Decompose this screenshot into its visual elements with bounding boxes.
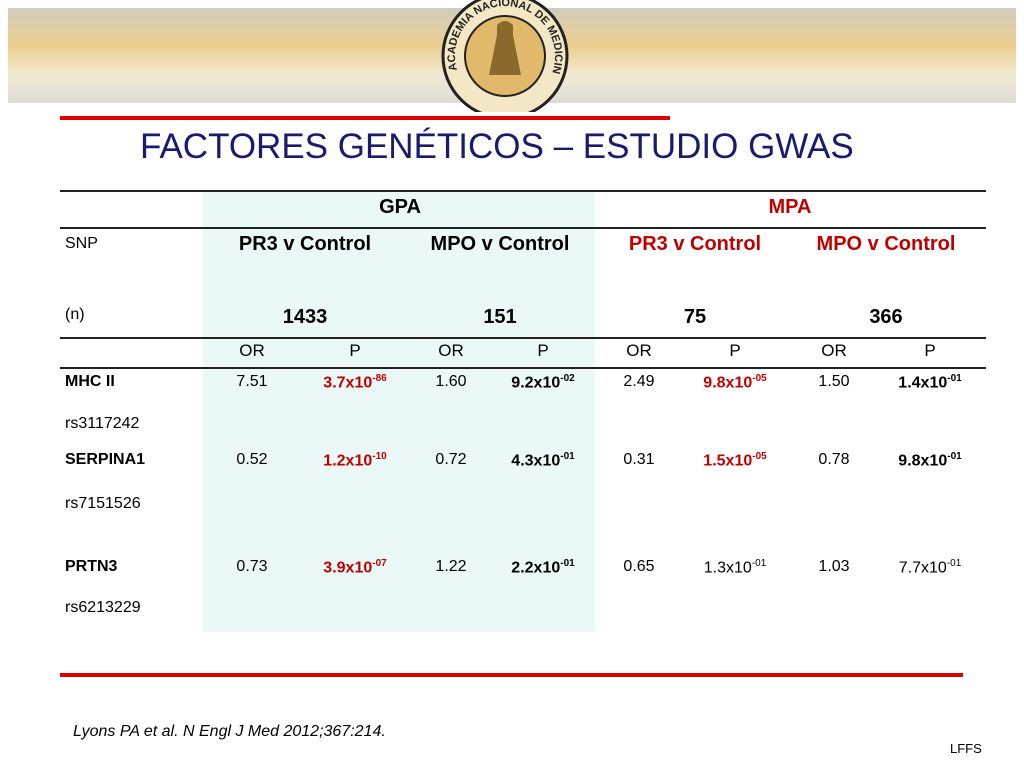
snp-id: rs7151526	[65, 495, 141, 512]
stat-header: OR	[626, 341, 652, 360]
stat-header: OR	[438, 341, 464, 360]
or-value: 0.73	[236, 558, 268, 575]
rule	[60, 116, 670, 120]
snp-name: SERPINA1	[65, 451, 146, 468]
rule	[60, 673, 963, 677]
or-value: 0.52	[236, 451, 268, 468]
p-value: 9.8x10-01	[898, 451, 961, 470]
p-value: 3.9x10-07	[323, 558, 386, 577]
p-base: 3.7x10	[323, 374, 373, 392]
group-header: GPA	[379, 196, 421, 218]
comparison-header: PR3 v Control	[238, 233, 372, 255]
stat-header: P	[729, 341, 741, 360]
p-base: 9.2x10	[511, 374, 561, 392]
p-exponent: -07	[372, 558, 387, 569]
or-value: 1.03	[818, 558, 850, 575]
n-value: 366	[869, 306, 903, 328]
stat-header: P	[349, 341, 361, 360]
p-exponent: -05	[752, 373, 767, 384]
comparison-header: MPO v Control	[430, 233, 570, 255]
p-base: 9.8x10	[898, 452, 948, 470]
p-exponent: -10	[372, 451, 387, 462]
p-exponent: -86	[372, 373, 387, 384]
p-exponent: -01	[560, 558, 575, 569]
or-value: 1.22	[435, 558, 467, 575]
rule-line	[60, 337, 986, 339]
or-value: 0.78	[818, 451, 850, 468]
or-value: 2.49	[623, 373, 655, 390]
p-value: 4.3x10-01	[511, 451, 574, 470]
p-value: 9.8x10-05	[703, 373, 766, 392]
rule-line	[60, 227, 986, 229]
p-base: 4.3x10	[511, 452, 561, 470]
p-value: 1.3x10-01	[704, 558, 767, 577]
stat-header: P	[924, 341, 936, 360]
p-base: 9.8x10	[703, 374, 753, 392]
rule-line	[60, 367, 986, 369]
n-value: 75	[683, 306, 707, 328]
snp-name: MHC II	[65, 373, 115, 390]
p-value: 1.2x10-10	[323, 451, 386, 470]
p-value: 7.7x10-01	[899, 558, 962, 577]
p-exponent: -01	[947, 451, 962, 462]
p-base: 1.4x10	[898, 374, 948, 392]
snp-id: rs3117242	[65, 415, 140, 432]
snp-name: PRTN3	[65, 558, 118, 575]
p-value: 9.2x10-02	[511, 373, 574, 392]
or-value: 0.65	[623, 558, 655, 575]
p-base: 2.2x10	[511, 559, 561, 577]
p-base: 7.7x10	[898, 559, 947, 577]
p-base: 1.3x10	[703, 559, 752, 577]
row-label: (n)	[65, 306, 85, 323]
p-base: 3.9x10	[323, 559, 373, 577]
footer: LFFS	[950, 741, 982, 756]
snp-id: rs6213229	[65, 599, 141, 616]
stat-header: OR	[239, 341, 265, 360]
logo: ACADEMIA NACIONAL DE MEDICINA	[435, 0, 569, 112]
comparison-header: MPO v Control	[816, 233, 956, 255]
comparison-header: PR3 v Control	[628, 233, 762, 255]
row-label: SNP	[65, 235, 98, 252]
or-value: 1.60	[435, 373, 467, 390]
rule-line	[60, 190, 986, 192]
stat-header: P	[537, 341, 549, 360]
p-exponent: -05	[752, 451, 767, 462]
group-header: MPA	[768, 196, 812, 218]
title: FACTORES GENÉTICOS – ESTUDIO GWAS	[140, 127, 854, 166]
p-value: 2.2x10-01	[511, 558, 574, 577]
p-base: 1.2x10	[323, 452, 373, 470]
or-value: 1.50	[818, 373, 850, 390]
p-value: 1.5x10-05	[703, 451, 766, 470]
or-value: 0.31	[623, 451, 655, 468]
n-value: 151	[483, 306, 517, 328]
or-value: 0.72	[435, 451, 467, 468]
highlight	[203, 191, 595, 632]
n-value: 1433	[282, 306, 328, 328]
p-exponent: -01	[947, 373, 962, 384]
p-exponent: -01	[560, 451, 575, 462]
p-base: 1.5x10	[703, 452, 753, 470]
p-exponent: -01	[946, 558, 962, 569]
p-exponent: -02	[560, 373, 575, 384]
p-value: 3.7x10-86	[323, 373, 386, 392]
or-value: 7.51	[236, 373, 268, 390]
stat-header: OR	[821, 341, 847, 360]
p-value: 1.4x10-01	[898, 373, 961, 392]
p-exponent: -01	[751, 558, 767, 569]
citation: Lyons PA et al. N Engl J Med 2012;367:21…	[73, 723, 386, 740]
